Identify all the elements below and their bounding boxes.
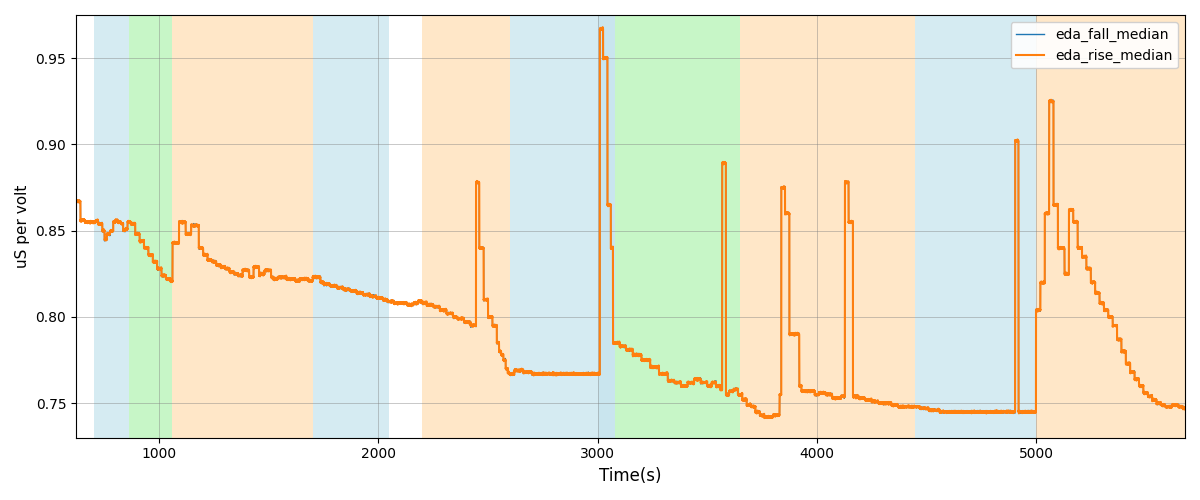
eda_rise_median bbox=[570, 370, 584, 376]
Bar bbox=[740, 15, 916, 438]
eda_fall_median bbox=[595, 24, 610, 30]
eda_rise_median bbox=[1166, 402, 1181, 408]
eda_rise_median bbox=[68, 198, 83, 204]
eda_fall_median bbox=[1067, 220, 1081, 226]
eda_rise_median bbox=[595, 24, 610, 30]
eda_fall_median bbox=[780, 210, 794, 216]
eda_rise_median bbox=[1180, 406, 1194, 412]
Line: eda_fall_median: eda_fall_median bbox=[76, 28, 1189, 500]
eda_fall_median bbox=[1166, 402, 1181, 408]
Bar bbox=[510, 15, 598, 438]
eda_fall_median bbox=[1037, 280, 1051, 285]
X-axis label: Time(s): Time(s) bbox=[599, 467, 661, 485]
eda_fall_median bbox=[570, 371, 584, 377]
Legend: eda_fall_median, eda_rise_median: eda_fall_median, eda_rise_median bbox=[1010, 22, 1178, 68]
Line: eda_rise_median: eda_rise_median bbox=[76, 28, 1189, 500]
Bar bbox=[598, 15, 616, 438]
eda_rise_median bbox=[1067, 220, 1081, 226]
Bar bbox=[916, 15, 1036, 438]
eda_fall_median bbox=[68, 198, 83, 203]
Bar bbox=[94, 15, 128, 438]
eda_rise_median bbox=[1037, 280, 1051, 286]
Bar bbox=[422, 15, 510, 438]
Bar bbox=[128, 15, 173, 438]
eda_fall_median bbox=[1180, 406, 1194, 411]
Y-axis label: uS per volt: uS per volt bbox=[14, 184, 30, 268]
Bar bbox=[313, 15, 390, 438]
Bar bbox=[1036, 15, 1189, 438]
eda_rise_median bbox=[780, 210, 794, 216]
Bar bbox=[173, 15, 313, 438]
Bar bbox=[616, 15, 740, 438]
